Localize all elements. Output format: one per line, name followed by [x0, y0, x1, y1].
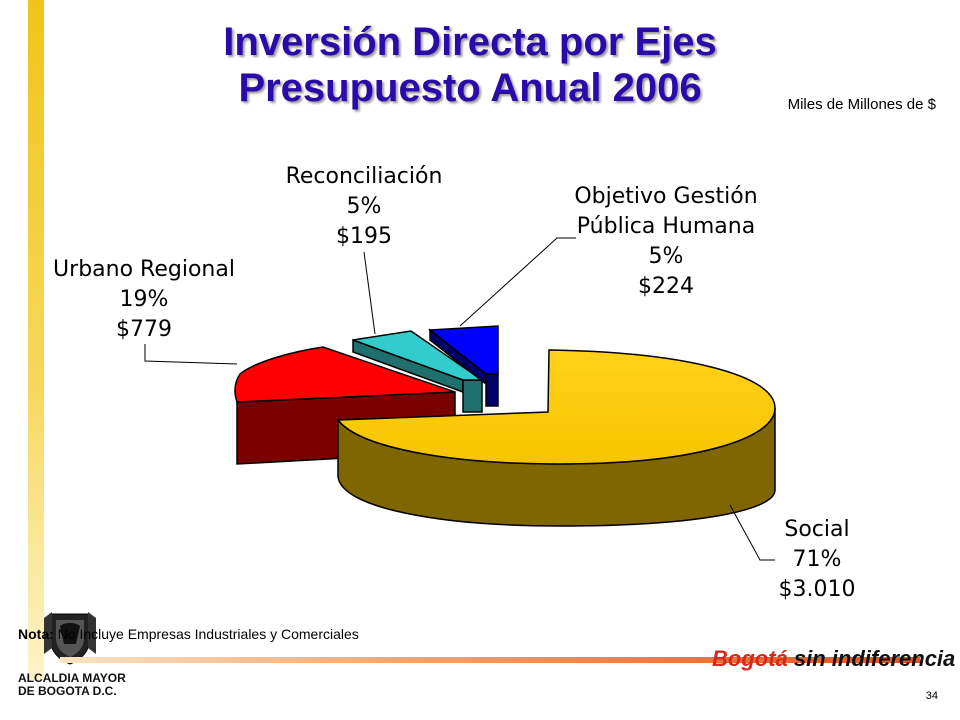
slice-objetivo-top	[427, 325, 499, 375]
units-label: Miles de Millones de $	[787, 96, 936, 113]
label-objetivo-name-1: Objetivo Gestión	[574, 184, 757, 209]
slice-social	[336, 349, 776, 527]
label-reconciliacion-value: $195	[336, 224, 392, 249]
leader-line-objetivo	[459, 237, 576, 327]
label-reconciliacion-name: Reconciliación	[286, 164, 443, 189]
label-objetivo-value: $224	[638, 274, 694, 299]
page-number: 34	[925, 690, 938, 702]
slice-urbano-top	[234, 346, 456, 403]
label-urbano-value: $779	[116, 317, 172, 342]
slice-objetivo	[427, 325, 499, 407]
slice-reconciliacion	[352, 330, 485, 413]
logo-text-line1: ALCALDIA MAYOR	[18, 671, 126, 685]
logo-text-line2: DE BOGOTA D.C.	[18, 684, 117, 698]
label-urbano-name: Urbano Regional	[53, 257, 235, 282]
label-urbano-regional: Urbano Regional 19% $779	[53, 257, 235, 342]
slice-social-top	[336, 349, 776, 465]
note-text: No Incluye Empresas Industriales y Comer…	[57, 626, 359, 642]
label-urbano-percent: 19%	[120, 287, 169, 312]
brand-word-sin-indiferencia: sin indiferencia	[793, 646, 956, 671]
chart-title-line2: Presupuesto Anual 2006	[238, 66, 702, 110]
label-objetivo: Objetivo Gestión Pública Humana 5% $224	[574, 184, 757, 299]
note: Nota: No Incluye Empresas Industriales y…	[18, 626, 359, 642]
label-objetivo-name-2: Pública Humana	[577, 214, 755, 239]
note-label: Nota:	[18, 626, 54, 642]
chart-title-line1: Inversión Directa por Ejes	[223, 20, 717, 64]
brand-word-bogota: Bogotá	[712, 646, 788, 671]
leader-line-reconciliacion	[363, 251, 376, 335]
slice-reconciliacion-side-front	[462, 379, 483, 413]
label-reconciliacion-percent: 5%	[347, 194, 382, 219]
leader-line-social	[729, 504, 775, 561]
slice-urbano-regional	[234, 346, 456, 465]
brand-logo: Bogotá sin indiferencia	[712, 646, 955, 672]
label-reconciliacion: Reconciliación 5% $195	[286, 164, 443, 249]
coat-of-arms-logo	[44, 612, 96, 665]
label-objetivo-percent: 5%	[649, 244, 684, 269]
label-social-value: $3.010	[779, 577, 856, 602]
leader-line-urbano	[144, 344, 238, 365]
label-social: Social 71% $3.010	[779, 517, 856, 602]
label-social-name: Social	[784, 517, 849, 542]
label-social-percent: 71%	[793, 547, 842, 572]
decorative-bottom-line	[60, 657, 920, 663]
decorative-side-bar	[28, 0, 44, 680]
slice-objetivo-side-front	[485, 373, 499, 407]
